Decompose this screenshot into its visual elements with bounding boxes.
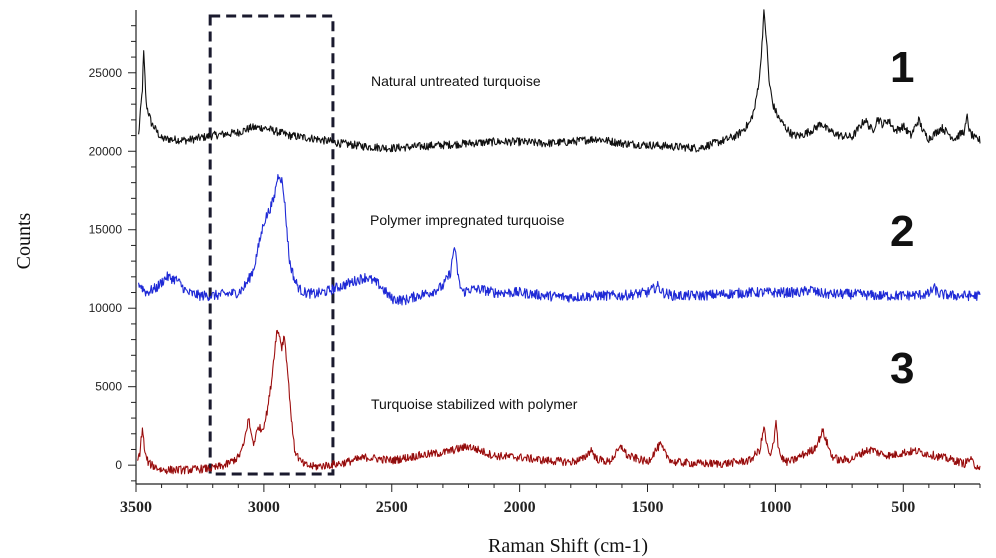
series-line-3-overlay [137, 330, 981, 474]
y-tick-label: 20000 [89, 144, 123, 158]
series-label-3: Turquoise stabilized with polymer [371, 396, 578, 412]
x-tick-label: 2500 [376, 499, 408, 516]
x-tick-label: 500 [891, 499, 915, 516]
series-label-2: Polymer impregnated turquoise [370, 212, 565, 228]
series-layer [137, 9, 981, 475]
series-number-3: 3 [890, 344, 914, 393]
x-tick-label: 3000 [248, 499, 280, 516]
y-tick-label: 10000 [89, 301, 123, 315]
series-number-2: 2 [890, 207, 914, 256]
y-tick-label: 0 [115, 458, 122, 472]
x-axis-title: Raman Shift (cm-1) [488, 535, 648, 557]
series-line-1 [138, 9, 981, 153]
x-tick-label: 3500 [120, 499, 152, 516]
series-labels: Natural untreated turquoise 1 Polymer impr… [370, 43, 914, 412]
series-line-2 [138, 174, 981, 306]
series-number-1: 1 [890, 43, 914, 92]
x-tick-label: 1500 [632, 499, 664, 516]
y-tick-label: 5000 [95, 380, 122, 394]
highlight-region [208, 14, 335, 476]
y-tick-label: 15000 [89, 223, 123, 237]
x-tick-label: 2000 [504, 499, 536, 516]
x-tick-label: 1000 [759, 499, 791, 516]
y-tick-label: 25000 [89, 66, 123, 80]
y-axis-title: Counts [13, 212, 35, 269]
highlight-box [208, 14, 335, 476]
series-label-1: Natural untreated turquoise [371, 73, 541, 89]
